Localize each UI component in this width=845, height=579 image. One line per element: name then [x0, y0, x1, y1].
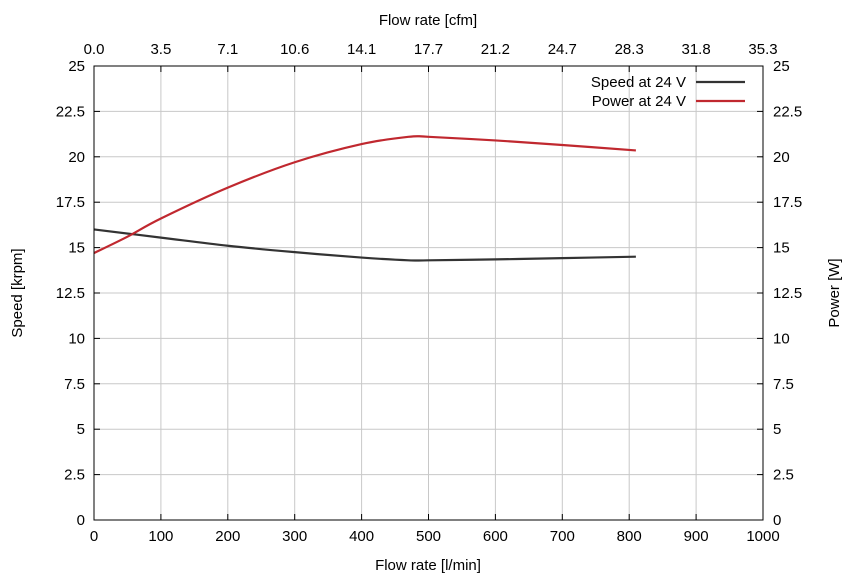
x-tick-label: 800 [617, 528, 642, 545]
series-line-power [93, 135, 636, 255]
x-tick-label: 900 [684, 528, 709, 545]
x2-tick-label: 35.3 [748, 41, 777, 58]
x-tick-label: 100 [148, 528, 173, 545]
y-axis-title: Speed [krpm] [9, 248, 26, 337]
tick-marks [93, 65, 764, 521]
y-tick-label: 10 [68, 330, 85, 347]
y-tick-label: 17.5 [56, 194, 85, 211]
x-tick-label: 400 [349, 528, 374, 545]
y2-tick-label: 5 [773, 421, 781, 438]
y2-tick-label: 2.5 [773, 467, 794, 484]
grid [94, 66, 763, 520]
y-tick-label: 12.5 [56, 285, 85, 302]
x-tick-label: 300 [282, 528, 307, 545]
series-line-speed [93, 228, 636, 262]
y-tick-label: 0 [77, 512, 85, 529]
y2-tick-label: 7.5 [773, 376, 794, 393]
x-tick-label: 700 [550, 528, 575, 545]
tick-labels: 00.01003.52007.130010.640014.150017.7600… [56, 41, 802, 545]
legend-label-power: Power at 24 V [592, 93, 686, 110]
y-tick-label: 2.5 [64, 467, 85, 484]
x2-tick-label: 7.1 [217, 41, 238, 58]
x-tick-label: 0 [90, 528, 98, 545]
y-tick-label: 20 [68, 149, 85, 166]
y-tick-label: 15 [68, 240, 85, 257]
y2-axis-title: Power [W] [826, 258, 843, 327]
x2-tick-label: 28.3 [615, 41, 644, 58]
legend: Speed at 24 V Power at 24 V [591, 74, 745, 110]
y2-tick-label: 0 [773, 512, 781, 529]
x2-tick-label: 21.2 [481, 41, 510, 58]
x2-tick-label: 0.0 [84, 41, 105, 58]
x-axis-title: Flow rate [l/min] [375, 557, 481, 574]
y2-tick-label: 17.5 [773, 194, 802, 211]
y2-tick-label: 25 [773, 58, 790, 75]
x2-tick-label: 17.7 [414, 41, 443, 58]
x2-tick-label: 3.5 [150, 41, 171, 58]
x-tick-label: 200 [215, 528, 240, 545]
x2-axis-title: Flow rate [cfm] [379, 12, 477, 29]
y-tick-label: 22.5 [56, 103, 85, 120]
y2-tick-label: 10 [773, 330, 790, 347]
y2-tick-label: 20 [773, 149, 790, 166]
y-tick-label: 5 [77, 421, 85, 438]
x-tick-label: 500 [416, 528, 441, 545]
x2-tick-label: 14.1 [347, 41, 376, 58]
y2-tick-label: 15 [773, 240, 790, 257]
x2-tick-label: 10.6 [280, 41, 309, 58]
y2-tick-label: 12.5 [773, 285, 802, 302]
y-tick-label: 25 [68, 58, 85, 75]
legend-label-speed: Speed at 24 V [591, 74, 686, 91]
x-tick-label: 1000 [746, 528, 779, 545]
x2-tick-label: 31.8 [681, 41, 710, 58]
y-tick-label: 7.5 [64, 376, 85, 393]
x-tick-label: 600 [483, 528, 508, 545]
x2-tick-label: 24.7 [548, 41, 577, 58]
series-layer [93, 135, 636, 262]
y2-tick-label: 22.5 [773, 103, 802, 120]
